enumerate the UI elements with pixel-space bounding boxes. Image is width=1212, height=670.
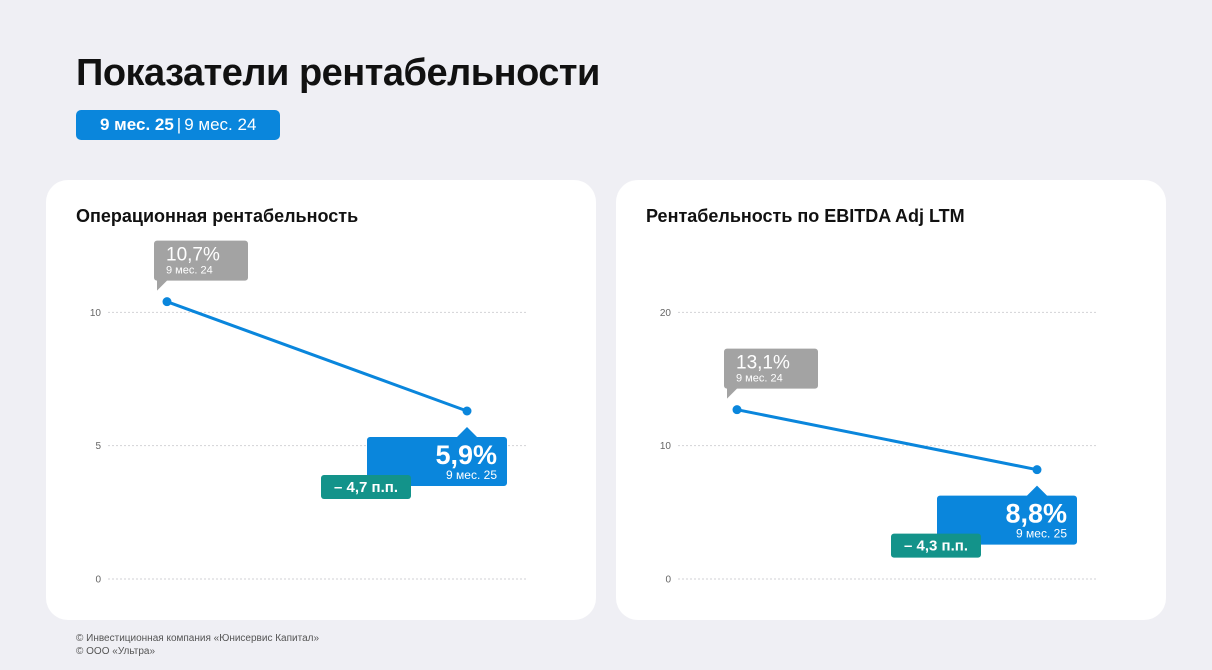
data-label-previous [154,240,248,291]
data-label-period: 9 мес. 24 [736,373,783,385]
data-point [462,406,472,416]
delta-badge [321,475,411,499]
data-label-current [367,427,507,486]
series-line [165,300,469,413]
data-point [1032,465,1042,475]
delta-badge [891,533,981,558]
period-selector[interactable]: 9 мес. 25 | 9 мес. 24 [76,110,281,140]
y-tick-label: 0 [95,575,101,586]
y-tick-label: 20 [660,308,672,319]
delta-badge-text: – 4,7 п.п. [334,479,398,496]
series-line [735,408,1039,472]
footer-line: © ООО «Ультра» [76,646,156,657]
footer-line: © Инвестиционная компания «Юнисервис Кап… [76,633,320,644]
data-label-period: 9 мес. 25 [446,468,497,482]
footer: © Инвестиционная компания «Юнисервис Кап… [76,632,319,658]
y-tick-label: 0 [665,575,671,586]
data-point [162,297,172,307]
chart-card-ebitda-margin: Рентабельность по EBITDA Adj LTM 0 10 20 13… [616,180,1166,620]
delta-badge-text: – 4,3 п.п. [904,538,968,555]
data-point [732,405,742,415]
chart-operating-margin: 0 5 10 10,7%9 мес. 24 5,9%9 мес. 25 – 4,7 п.п… [90,240,528,586]
data-label-current [937,485,1077,545]
period-current[interactable]: 9 мес. 25 [100,115,174,134]
chart-card-operating-margin: Операционная рентабельность 0 5 10 10,7% 9 м… [46,180,596,620]
data-label-value: 13,1% [736,353,790,374]
page-title: Показатели рентабельности [76,52,600,94]
chart-title: Операционная рентабельность [76,206,359,226]
data-label-previous [724,348,818,399]
data-label-value: 10,7% [166,245,220,266]
period-separator: | [176,115,182,134]
data-label-period: 9 мес. 25 [1016,527,1067,541]
chart-title: Рентабельность по EBITDA Adj LTM [646,206,965,226]
y-tick-label: 10 [90,308,102,319]
y-tick-label: 5 [95,441,101,452]
chart-ebitda-margin: 0 10 20 13,1%9 мес. 24 8,8%9 мес. 25 – 4,3 п.… [660,308,1098,586]
y-tick-label: 10 [660,441,672,452]
data-label-period: 9 мес. 24 [166,265,213,277]
data-label-value: 5,9% [435,440,497,470]
data-label-value: 8,8% [1005,499,1067,529]
period-previous[interactable]: 9 мес. 24 [184,115,257,134]
